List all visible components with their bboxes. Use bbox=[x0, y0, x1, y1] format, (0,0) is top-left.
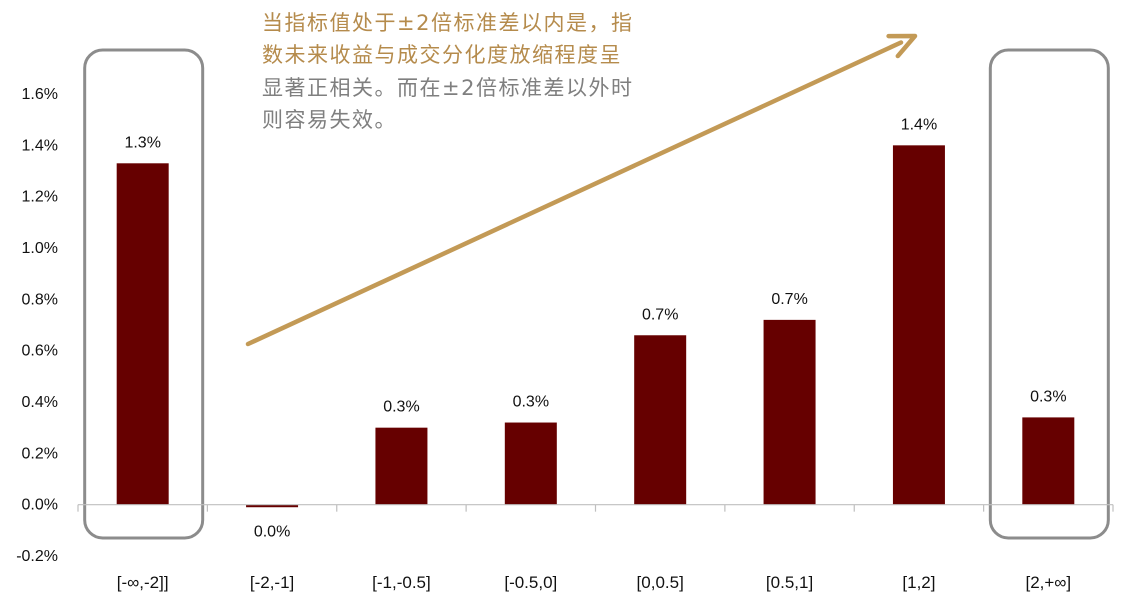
x-category-label: [1,2] bbox=[902, 573, 935, 592]
trend-arrow-line bbox=[245, 40, 904, 347]
bar bbox=[375, 427, 428, 505]
y-tick-label: 1.0% bbox=[22, 240, 58, 257]
data-label: 0.3% bbox=[383, 399, 419, 416]
x-category-label: [0.5,1] bbox=[766, 573, 813, 592]
x-category-label: [-1,-0.5] bbox=[372, 573, 431, 592]
bar bbox=[763, 319, 816, 505]
y-tick-label: 0.6% bbox=[22, 343, 58, 360]
bar bbox=[892, 145, 945, 505]
annotation-line-1: 当指标值处于±2倍标准差以内是，指 bbox=[262, 11, 633, 35]
highlight-box bbox=[83, 48, 205, 540]
y-tick-label: 1.4% bbox=[22, 137, 58, 154]
data-label: 0.7% bbox=[642, 306, 678, 323]
highlight-boxes bbox=[83, 48, 1110, 540]
bars bbox=[116, 145, 1075, 508]
y-tick-label: 0.0% bbox=[22, 497, 58, 514]
data-label: 0.7% bbox=[771, 291, 807, 308]
trend-arrow bbox=[245, 33, 918, 347]
x-category-label: [0,0.5] bbox=[637, 573, 684, 592]
x-category-label: [-0.5,0] bbox=[504, 573, 557, 592]
y-tick-label: 1.2% bbox=[22, 189, 58, 206]
bar bbox=[504, 422, 557, 505]
data-label: 0.0% bbox=[254, 524, 290, 541]
data-label: 1.3% bbox=[124, 134, 160, 151]
bar bbox=[634, 335, 687, 505]
data-label: 0.3% bbox=[1030, 388, 1066, 405]
y-tick-label: 0.8% bbox=[22, 291, 58, 308]
y-tick-label: -0.2% bbox=[16, 548, 58, 565]
annotation-line-3: 显著正相关。而在±2倍标准差以外时 bbox=[262, 76, 633, 100]
highlight-box bbox=[988, 48, 1110, 540]
y-tick-labels: -0.2% 0.0% 0.2% 0.4% 0.6% 0.8% 1.0% 1.2% 1.4% 1.6… bbox=[16, 86, 58, 565]
y-tick-label: 0.4% bbox=[22, 394, 58, 411]
data-label: 1.4% bbox=[901, 116, 937, 133]
y-tick-label: 0.2% bbox=[22, 445, 58, 462]
data-label: 0.3% bbox=[513, 394, 549, 411]
data-labels: 1.3% 0.0% 0.3% 0.3% 0.7% 0.7% 1.4% 0.3% bbox=[124, 116, 1066, 540]
x-category-labels: [-∞,-2]] [-2,-1] [-1,-0.5] [-0.5,0] [0,0.5] [… bbox=[117, 573, 1071, 592]
bar bbox=[116, 163, 169, 505]
axes bbox=[77, 504, 1114, 512]
annotation-line-2: 数未来收益与成交分化度放缩程度呈 bbox=[262, 43, 622, 67]
y-tick-label: 1.6% bbox=[22, 86, 58, 103]
trend-arrow-head bbox=[886, 33, 918, 59]
x-category-label: [-2,-1] bbox=[250, 573, 294, 592]
bar bbox=[246, 504, 299, 508]
x-category-label: [2,+∞] bbox=[1025, 573, 1071, 592]
x-category-label: [-∞,-2]] bbox=[117, 573, 169, 592]
annotation: 当指标值处于±2倍标准差以内是，指 数未来收益与成交分化度放缩程度呈 显著正相关… bbox=[262, 11, 633, 132]
bar bbox=[1022, 417, 1075, 505]
annotation-line-4: 则容易失效。 bbox=[262, 108, 397, 132]
